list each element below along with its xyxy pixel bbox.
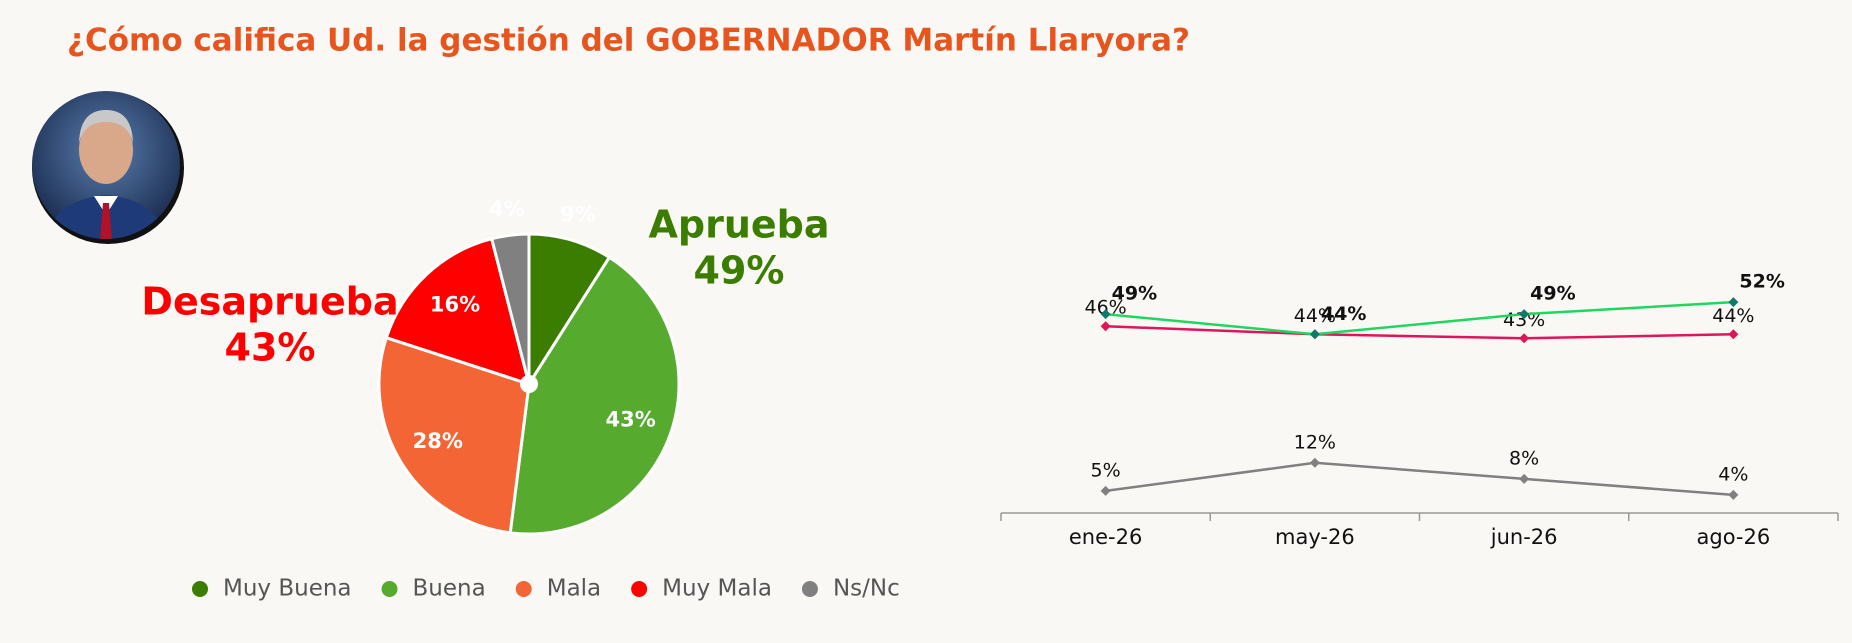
legend-marker <box>192 581 208 597</box>
point-marker <box>1100 309 1111 320</box>
annotation-label: Desaprueba <box>141 280 398 324</box>
portrait-face <box>79 116 133 184</box>
legend-label: Buena <box>413 576 486 602</box>
pie-slice <box>377 335 531 535</box>
x-tick-label: ago-26 <box>1697 525 1771 549</box>
data-label: 5% <box>1091 459 1121 481</box>
x-tick-label: may-26 <box>1275 525 1355 549</box>
data-label: 44% <box>1712 305 1754 327</box>
point-marker <box>1728 489 1739 500</box>
portrait <box>32 91 184 244</box>
slice-label: 28% <box>413 429 463 453</box>
x-tick-label: ene-26 <box>1069 525 1142 549</box>
point-marker <box>1309 457 1320 468</box>
data-label: 44% <box>1321 303 1366 325</box>
slide-title: ¿Cómo califica Ud. la gestión del GOBERN… <box>67 23 1190 59</box>
legend-label: Mala <box>547 576 601 602</box>
data-label: 49% <box>1530 283 1575 305</box>
legend-marker <box>631 581 648 597</box>
legend-label: Muy Mala <box>662 576 772 602</box>
legend-marker <box>801 581 818 597</box>
legend-marker <box>381 581 398 597</box>
point-marker <box>1309 329 1320 340</box>
portrait-hair <box>79 110 133 143</box>
legend-label: Muy Buena <box>223 576 352 602</box>
point-marker <box>1100 485 1111 496</box>
data-label: 49% <box>1112 283 1157 305</box>
point-marker <box>1519 473 1530 484</box>
point-marker <box>1519 309 1530 320</box>
data-label: 46% <box>1085 297 1127 319</box>
slice-label: 9% <box>560 202 596 226</box>
annotation-label: Aprueba <box>648 203 829 247</box>
data-label: 52% <box>1739 271 1784 293</box>
annotation-value: 43% <box>225 326 316 370</box>
pie-slice <box>384 236 532 387</box>
point-marker <box>1728 297 1739 308</box>
series-line <box>1105 324 1734 340</box>
slice-label: 4% <box>489 197 525 221</box>
pie-center <box>520 375 538 393</box>
data-label: 8% <box>1509 447 1539 469</box>
legend-marker <box>515 581 532 597</box>
point-marker <box>1728 329 1739 340</box>
slice-label: 16% <box>430 292 480 316</box>
x-tick-label: jun-26 <box>1490 525 1558 549</box>
portrait-tie <box>100 203 112 239</box>
data-label: 44% <box>1294 305 1336 327</box>
pie-slice <box>527 232 612 390</box>
legend-label: Ns/Nc <box>833 576 900 602</box>
pie-slice <box>489 232 531 385</box>
series-line <box>1105 300 1734 336</box>
annotation-value: 49% <box>694 249 785 293</box>
pie-slice <box>508 255 681 536</box>
point-marker <box>1100 321 1111 332</box>
data-label: 4% <box>1718 463 1748 485</box>
data-label: 12% <box>1294 431 1336 453</box>
slice-label: 43% <box>605 408 655 432</box>
point-marker <box>1519 333 1530 344</box>
series-line <box>1105 461 1734 497</box>
